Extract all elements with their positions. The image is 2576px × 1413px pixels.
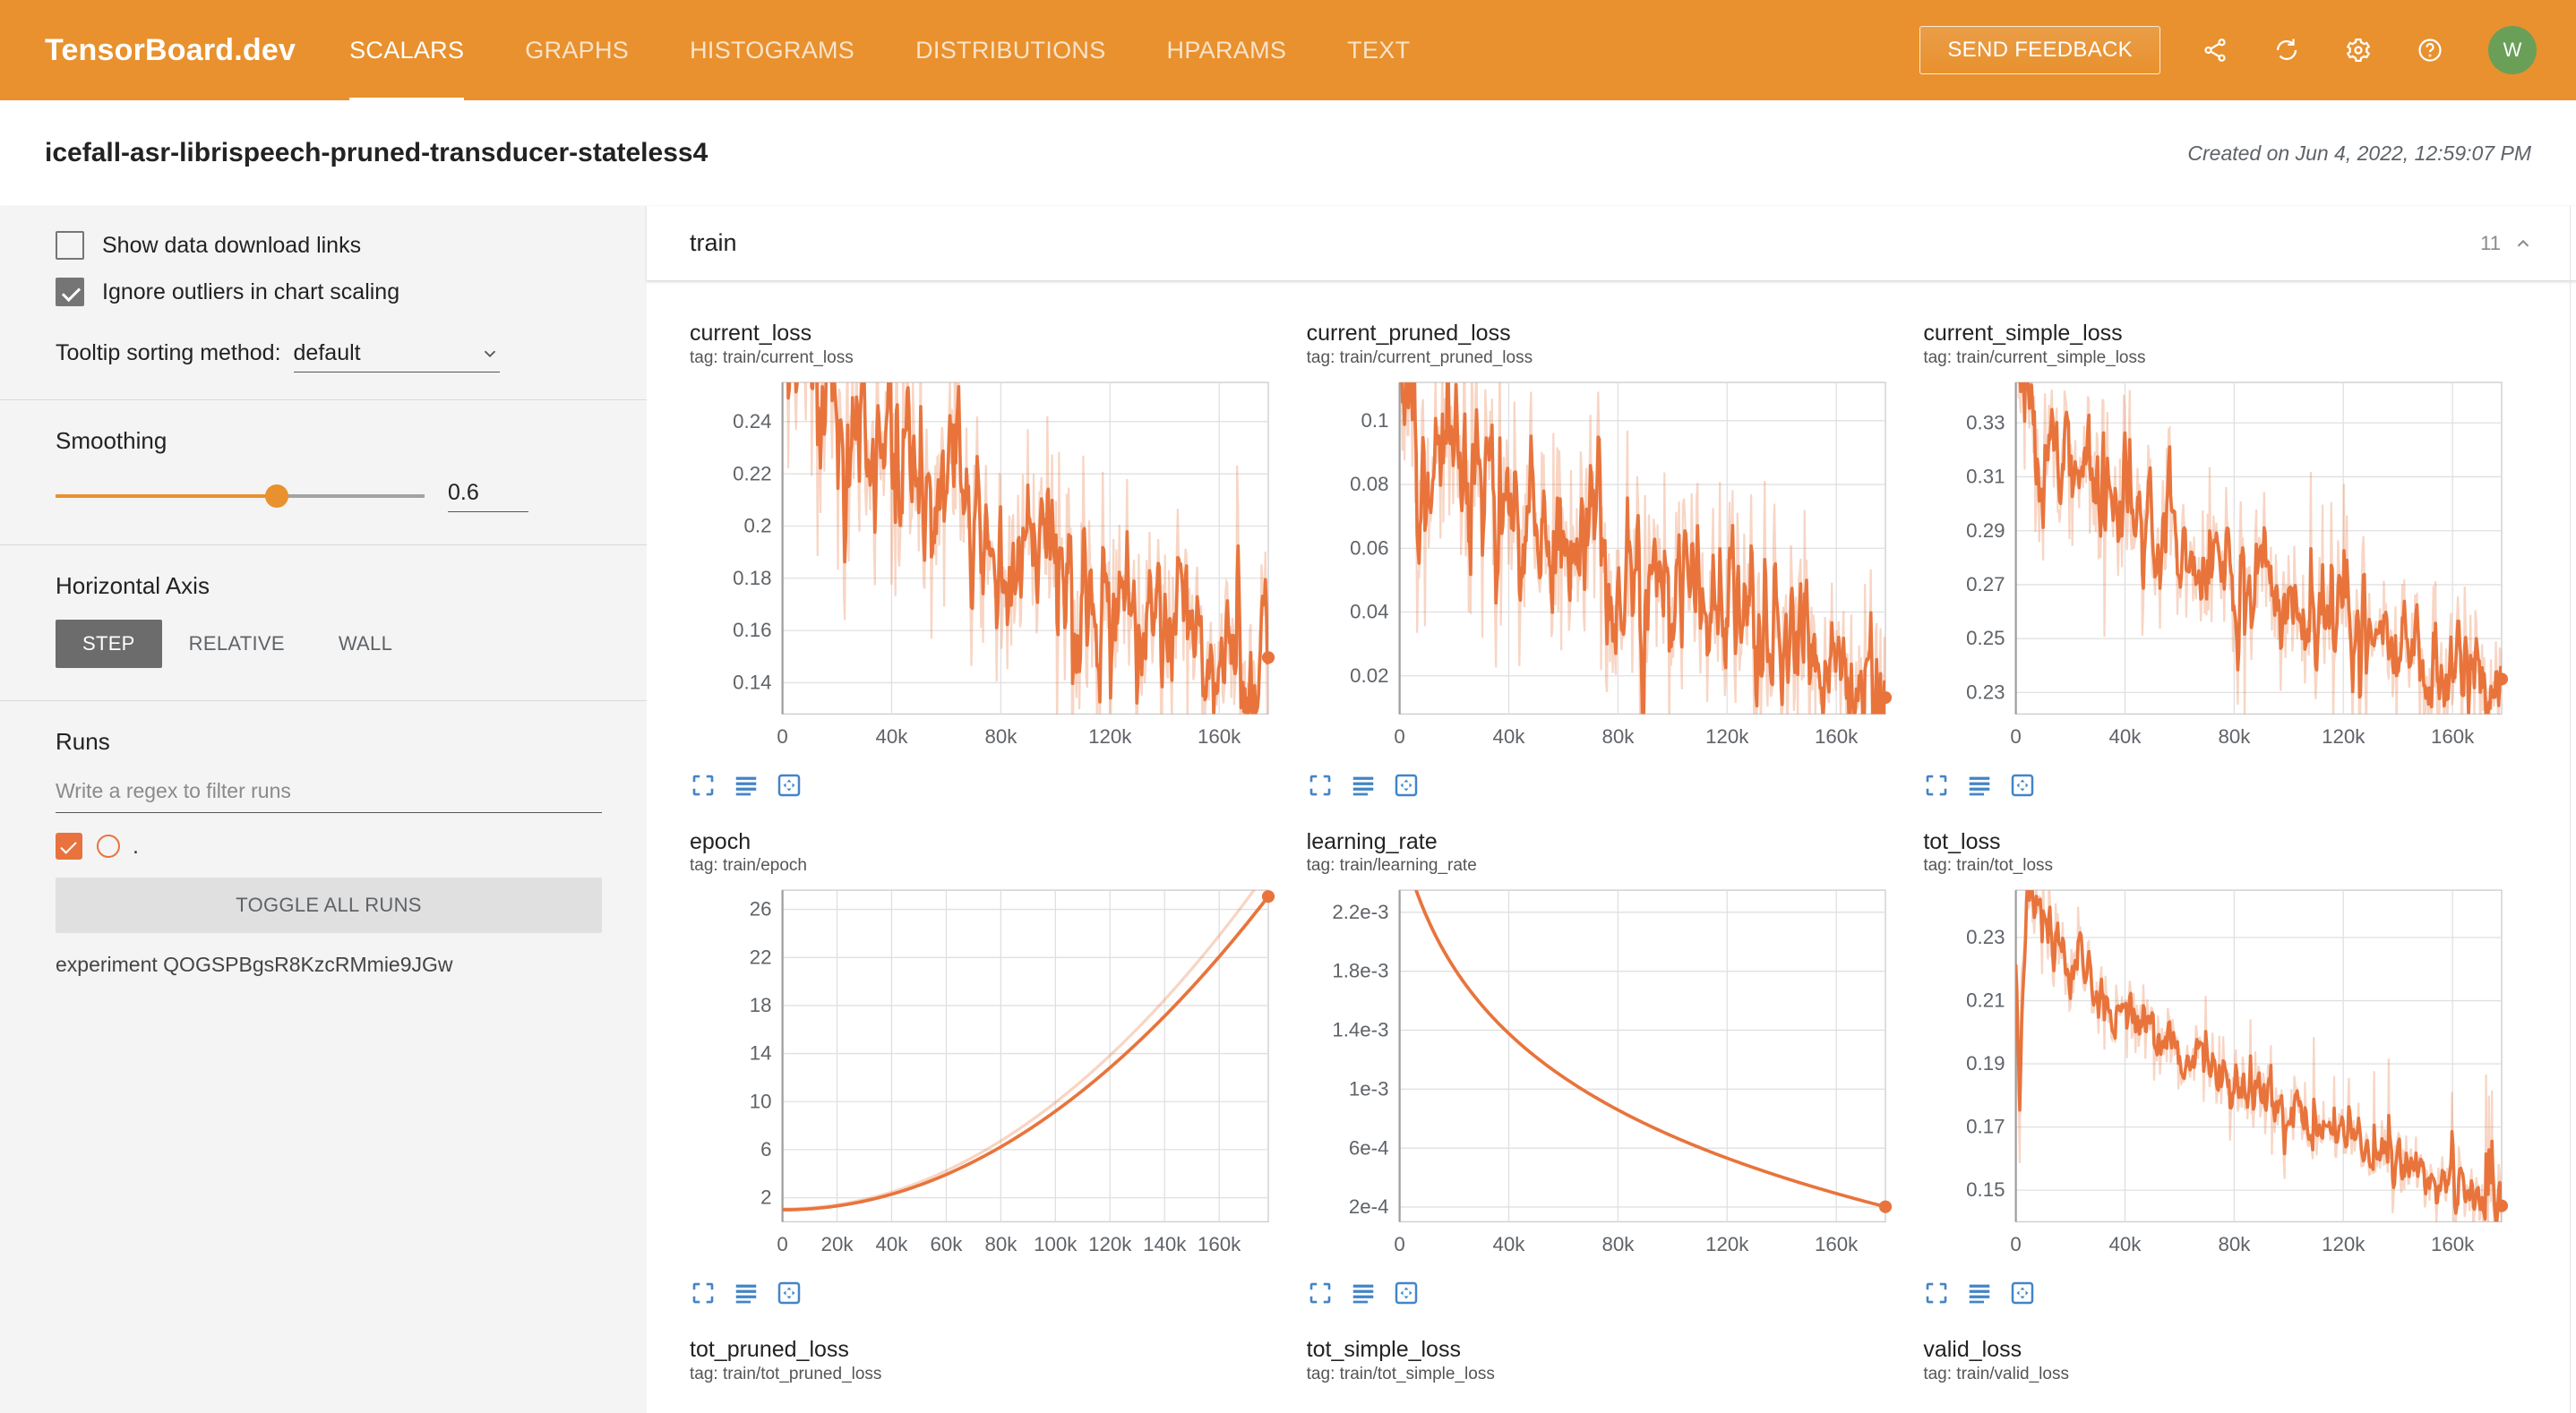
svg-text:0.02: 0.02 [1350, 664, 1388, 686]
svg-text:14: 14 [750, 1042, 772, 1065]
svg-text:0.23: 0.23 [1966, 926, 2005, 948]
svg-text:10: 10 [750, 1090, 772, 1112]
svg-text:40k: 40k [2109, 1233, 2142, 1255]
svg-text:40k: 40k [1492, 724, 1525, 747]
svg-text:160k: 160k [1198, 1233, 1241, 1255]
svg-text:0.18: 0.18 [733, 566, 771, 588]
svg-text:0.23: 0.23 [1966, 681, 2005, 703]
svg-text:80k: 80k [1601, 724, 1635, 747]
svg-text:26: 26 [750, 898, 772, 921]
svg-text:1e-3: 1e-3 [1349, 1077, 1389, 1100]
svg-text:80k: 80k [2219, 724, 2252, 747]
svg-text:120k: 120k [1088, 724, 1132, 747]
svg-text:120k: 120k [1705, 1233, 1749, 1255]
svg-text:6e-4: 6e-4 [1349, 1136, 1389, 1159]
svg-text:0.1: 0.1 [1361, 408, 1388, 431]
svg-text:120k: 120k [1705, 724, 1749, 747]
svg-text:80k: 80k [984, 1233, 1018, 1255]
svg-text:20k: 20k [821, 1233, 854, 1255]
svg-text:1.8e-3: 1.8e-3 [1332, 960, 1388, 982]
svg-text:160k: 160k [1198, 724, 1241, 747]
svg-text:0: 0 [2011, 724, 2022, 747]
svg-text:0.31: 0.31 [1966, 465, 2005, 487]
svg-text:40k: 40k [876, 1233, 909, 1255]
svg-text:0.24: 0.24 [733, 409, 771, 432]
svg-text:80k: 80k [1601, 1233, 1635, 1255]
svg-text:0: 0 [777, 1233, 787, 1255]
svg-text:0: 0 [2011, 1233, 2022, 1255]
svg-text:0.22: 0.22 [733, 462, 771, 484]
svg-text:0.17: 0.17 [1966, 1116, 2005, 1138]
svg-text:40k: 40k [876, 724, 909, 747]
svg-text:1.4e-3: 1.4e-3 [1332, 1019, 1388, 1041]
svg-text:0.2: 0.2 [744, 514, 772, 536]
svg-text:40k: 40k [2109, 724, 2142, 747]
svg-text:0.29: 0.29 [1966, 518, 2005, 541]
svg-text:6: 6 [760, 1138, 771, 1160]
svg-text:0.08: 0.08 [1350, 473, 1388, 495]
svg-text:80k: 80k [2219, 1233, 2252, 1255]
svg-text:0.21: 0.21 [1966, 989, 2005, 1012]
svg-text:0.33: 0.33 [1966, 411, 2005, 433]
svg-text:0.06: 0.06 [1350, 536, 1388, 559]
svg-text:0: 0 [1394, 724, 1404, 747]
svg-text:120k: 120k [1088, 1233, 1132, 1255]
svg-text:160k: 160k [2431, 1233, 2475, 1255]
svg-text:140k: 140k [1143, 1233, 1187, 1255]
svg-text:0.14: 0.14 [733, 671, 771, 693]
svg-text:160k: 160k [1815, 724, 1859, 747]
svg-text:80k: 80k [984, 724, 1018, 747]
svg-text:160k: 160k [2431, 724, 2475, 747]
svg-text:2e-4: 2e-4 [1349, 1195, 1389, 1218]
svg-text:120k: 120k [2322, 724, 2366, 747]
svg-text:40k: 40k [1492, 1233, 1525, 1255]
svg-text:0.19: 0.19 [1966, 1052, 2005, 1075]
svg-text:0: 0 [1394, 1233, 1404, 1255]
svg-text:0.16: 0.16 [733, 619, 771, 641]
svg-text:0.04: 0.04 [1350, 600, 1388, 622]
svg-text:0: 0 [777, 724, 787, 747]
svg-text:22: 22 [750, 946, 772, 968]
svg-text:2: 2 [760, 1186, 771, 1209]
svg-text:18: 18 [750, 994, 772, 1016]
svg-text:0.25: 0.25 [1966, 627, 2005, 649]
svg-text:160k: 160k [1815, 1233, 1859, 1255]
svg-text:60k: 60k [931, 1233, 964, 1255]
svg-text:0.15: 0.15 [1966, 1178, 2005, 1201]
svg-text:0.27: 0.27 [1966, 573, 2005, 595]
svg-text:2.2e-3: 2.2e-3 [1332, 901, 1388, 923]
svg-text:100k: 100k [1034, 1233, 1078, 1255]
svg-text:120k: 120k [2322, 1233, 2366, 1255]
